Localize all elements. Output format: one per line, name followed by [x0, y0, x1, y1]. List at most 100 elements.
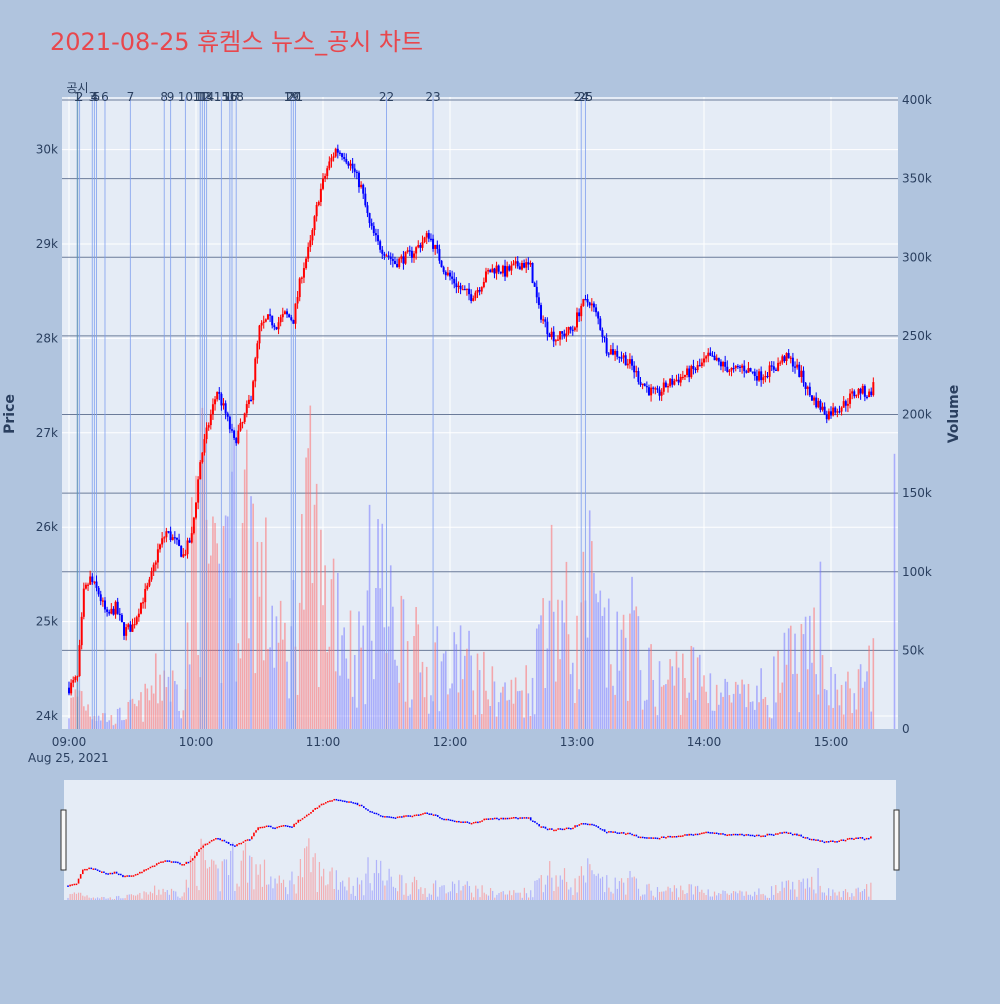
mini-volume-bar — [561, 879, 563, 900]
volume-bar — [476, 653, 479, 729]
volume-bars — [68, 405, 896, 729]
mini-volume-bar — [432, 883, 435, 900]
mini-candle — [610, 831, 612, 833]
event-label: 17 — [224, 90, 239, 104]
volume-bar — [112, 725, 115, 729]
range-slider[interactable] — [60, 780, 900, 900]
mini-volume-bar — [694, 886, 697, 900]
candle-body — [762, 377, 765, 381]
candle-body — [315, 205, 318, 217]
mini-candle — [563, 828, 566, 831]
volume-bar — [815, 674, 817, 729]
candle-body — [347, 162, 350, 166]
mini-candle — [464, 821, 467, 823]
mini-candle — [586, 823, 589, 826]
volume-bar — [574, 703, 576, 729]
mini-candle — [836, 841, 838, 843]
volume-bar — [178, 711, 180, 729]
mini-volume-bar — [863, 889, 866, 900]
candle-body — [146, 585, 149, 589]
volume-bar — [671, 666, 674, 729]
candle-body — [400, 256, 403, 259]
volume-bar — [425, 666, 428, 729]
volume-bar — [123, 719, 125, 729]
mini-volume-bar — [232, 842, 234, 900]
candle-body — [628, 359, 631, 364]
mini-candle — [434, 814, 437, 816]
candle-body — [857, 388, 860, 396]
volume-bar — [190, 497, 193, 729]
mini-candle — [185, 861, 188, 865]
candle-body — [326, 168, 329, 177]
mini-candle — [367, 809, 369, 811]
mini-volume-bar — [473, 897, 475, 900]
mini-candle — [426, 812, 428, 814]
mini-volume-bar — [595, 875, 597, 900]
mini-volume-bar — [69, 894, 71, 900]
mini-candle — [542, 826, 545, 828]
candle-body — [491, 268, 494, 273]
mini-candle — [320, 803, 323, 806]
mini-candle — [212, 839, 215, 841]
price-tick-label: 25k — [36, 615, 58, 629]
mini-candle — [270, 825, 272, 828]
candle-body — [364, 193, 367, 206]
candle-body — [798, 364, 801, 377]
mini-volume-bar — [809, 887, 811, 900]
candle-body — [745, 371, 748, 373]
mini-candle — [677, 835, 680, 838]
event-label: 22 — [379, 90, 394, 104]
mini-volume-bar — [743, 895, 745, 900]
time-tick-label: 09:00 — [52, 735, 87, 749]
candle-body — [341, 153, 344, 158]
candle-body — [709, 352, 712, 356]
volume-bar — [210, 555, 212, 729]
volume-bar — [851, 713, 853, 729]
mini-candle — [109, 872, 112, 875]
mini-candle — [519, 817, 521, 819]
volume-bar — [709, 673, 712, 729]
mini-candle — [791, 833, 794, 836]
mini-candle — [829, 840, 832, 842]
mini-volume-bar — [762, 893, 764, 900]
mini-candle — [758, 834, 760, 837]
volume-bar — [311, 583, 314, 729]
mini-volume-bar — [517, 892, 519, 900]
volume-bar — [607, 598, 610, 729]
volume-bar — [455, 644, 458, 729]
event-label: 18 — [229, 90, 244, 104]
candle-body — [675, 379, 678, 381]
candle-body — [106, 609, 109, 612]
range-slider-left-handle[interactable] — [60, 809, 67, 871]
mini-candle — [861, 837, 864, 839]
mini-candle — [244, 839, 247, 842]
mini-candle — [339, 799, 342, 802]
time-tick-label: 12:00 — [433, 735, 468, 749]
mini-volume-bar — [842, 890, 845, 900]
mini-candle — [413, 814, 416, 817]
mini-volume-bar — [115, 896, 118, 900]
candle-body — [283, 311, 286, 315]
candle-body — [823, 406, 826, 415]
mini-candle — [396, 816, 399, 819]
volume-bar — [648, 647, 650, 729]
mini-candle — [172, 861, 175, 863]
mini-volume-bar — [386, 880, 388, 900]
mini-candle — [870, 836, 872, 839]
mini-volume-bar — [156, 895, 158, 900]
volume-bar — [495, 716, 498, 729]
range-slider-right-handle[interactable] — [893, 809, 900, 871]
volume-bar — [341, 635, 343, 729]
mini-candle — [580, 823, 583, 825]
mini-candle — [671, 836, 674, 838]
mini-volume-bar — [665, 890, 667, 900]
volume-bar — [301, 514, 303, 729]
volume-bar — [408, 707, 411, 729]
mini-candle — [736, 833, 739, 836]
mini-candle — [84, 868, 86, 871]
volume-bar — [650, 644, 652, 729]
mini-volume-bar — [67, 897, 69, 900]
volume-bar — [127, 701, 130, 729]
volume-bar — [487, 699, 489, 729]
mini-volume-bar — [563, 868, 566, 900]
